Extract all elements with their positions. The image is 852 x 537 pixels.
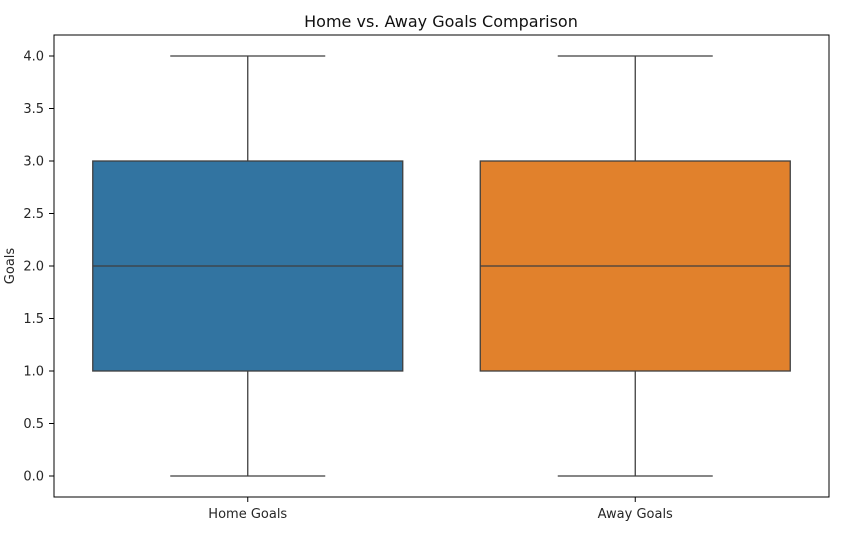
y-tick-label: 4.0 bbox=[23, 50, 44, 65]
x-tick-label: Home Goals bbox=[208, 507, 287, 522]
x-tick-label: Away Goals bbox=[598, 507, 673, 522]
y-axis-label: Goals bbox=[3, 248, 18, 285]
y-tick-label: 0.0 bbox=[23, 470, 44, 485]
y-tick-label: 1.5 bbox=[23, 312, 44, 327]
y-tick-label: 2.0 bbox=[23, 260, 44, 275]
plot-area: 0.0 0.5 1.0 1.5 2.0 2.5 3.0 3.5 4.0 Home Goals Awa… bbox=[23, 50, 791, 522]
y-tick-label: 2.5 bbox=[23, 207, 44, 222]
y-tick-label: 3.5 bbox=[23, 102, 44, 117]
y-tick-label: 0.5 bbox=[23, 417, 44, 432]
plot-frame bbox=[53, 34, 830, 498]
y-tick-label: 1.0 bbox=[23, 365, 44, 380]
chart-title: Home vs. Away Goals Comparison bbox=[304, 12, 578, 31]
y-tick-label: 3.0 bbox=[23, 155, 44, 170]
